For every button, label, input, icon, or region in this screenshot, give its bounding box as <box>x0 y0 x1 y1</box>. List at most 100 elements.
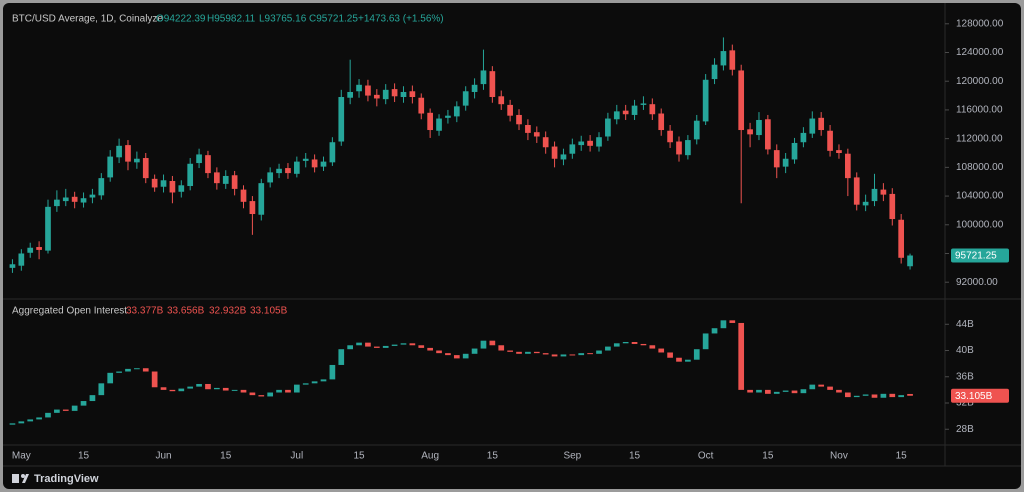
candle-body <box>889 393 896 398</box>
candle-body <box>667 352 673 358</box>
candle-body <box>445 353 451 356</box>
background <box>3 3 1021 489</box>
candle-body <box>658 348 665 353</box>
candle-body <box>756 119 762 136</box>
candle-body <box>125 145 131 162</box>
candle-body <box>658 113 665 131</box>
candle-body <box>356 84 362 92</box>
y-tick-label: 36B <box>956 371 974 382</box>
candle-body <box>587 140 593 146</box>
candle-body <box>178 388 185 392</box>
candle-body <box>258 183 265 215</box>
candle-body <box>551 146 558 159</box>
candle-body <box>711 64 718 80</box>
candle-body <box>151 178 158 188</box>
candle-body <box>205 383 211 390</box>
candle-body <box>871 394 878 398</box>
ohlc-value: 32.932B <box>209 306 247 317</box>
x-tick-label: 15 <box>896 451 908 462</box>
candle-body <box>178 185 185 192</box>
candle-body <box>613 343 620 347</box>
candle-body <box>560 354 567 357</box>
candle-body <box>622 341 629 344</box>
candle-body <box>107 372 114 384</box>
candle-body <box>276 389 282 393</box>
candle-body <box>54 199 60 207</box>
candle-body <box>756 389 762 393</box>
candle-body <box>391 89 398 97</box>
ohlc-value: 33.105B <box>250 306 288 317</box>
x-tick-label: Sep <box>563 451 581 462</box>
candle-body <box>249 392 256 396</box>
candle-body <box>293 384 300 393</box>
candle-body <box>400 343 407 345</box>
candle-body <box>347 345 354 350</box>
y-tick-label: 116000.00 <box>956 105 1003 116</box>
candle-body <box>214 172 220 184</box>
candle-body <box>773 150 780 168</box>
candle-body <box>45 206 51 251</box>
candle-body <box>791 142 798 160</box>
candle-body <box>587 353 593 355</box>
candle-body <box>427 112 433 131</box>
ohlc-value: O94222.39 <box>156 14 206 25</box>
candle-body <box>196 154 202 164</box>
candle-body <box>836 150 842 153</box>
candle-body <box>391 344 398 346</box>
candle-body <box>516 114 522 125</box>
candle-body <box>747 129 753 135</box>
candle-body <box>71 196 78 202</box>
y-tick-label: 44B <box>956 319 974 330</box>
candle-body <box>649 104 656 115</box>
candle-body <box>436 118 442 131</box>
x-tick-label: May <box>12 451 31 462</box>
candle-body <box>800 132 807 143</box>
candle-body <box>71 405 78 411</box>
ohlc-value: L93765.16 <box>259 14 307 25</box>
candle-body <box>782 390 789 392</box>
candle-body <box>347 91 354 98</box>
candle-body <box>622 110 629 115</box>
y-tick-label: 32B <box>956 398 974 409</box>
candle-body <box>9 264 16 268</box>
candle-body <box>498 345 505 351</box>
candle-body <box>338 349 345 365</box>
candle-body <box>685 359 691 362</box>
candle-body <box>667 130 673 143</box>
candle-body <box>738 70 745 131</box>
x-tick-label: Jul <box>290 451 303 462</box>
candle-body <box>276 168 282 174</box>
x-tick-label: Jun <box>155 451 171 462</box>
candle-body <box>480 70 487 85</box>
candle-body <box>889 193 896 220</box>
candle-body <box>747 389 753 393</box>
candle-body <box>98 178 105 196</box>
candle-body <box>320 379 327 382</box>
x-tick-label: Nov <box>830 451 848 462</box>
candle-body <box>871 188 878 202</box>
ohlc-value: +1473.63 (+1.56%) <box>358 14 444 25</box>
candle-body <box>729 320 736 323</box>
y-tick-label: 28B <box>956 424 974 435</box>
candle-body <box>676 357 682 362</box>
candle-body <box>631 341 638 344</box>
candle-body <box>409 343 416 346</box>
candle-body <box>54 409 60 413</box>
candle-body <box>596 350 602 354</box>
candle-body <box>507 350 513 352</box>
candle-body <box>729 50 736 70</box>
candle-body <box>685 140 691 156</box>
x-tick-label: 15 <box>78 451 90 462</box>
candle-body <box>365 85 371 96</box>
candle-body <box>240 189 247 202</box>
candle-body <box>791 390 798 394</box>
candle-body <box>36 417 42 420</box>
candle-body <box>382 89 389 100</box>
candle-body <box>471 348 478 354</box>
candle-body <box>418 345 425 348</box>
candle-body <box>285 389 291 393</box>
candle-body <box>285 168 291 174</box>
x-tick-label: Aug <box>421 451 439 462</box>
y-tick-label: 92000.00 <box>956 277 998 288</box>
candle-body <box>560 154 567 160</box>
